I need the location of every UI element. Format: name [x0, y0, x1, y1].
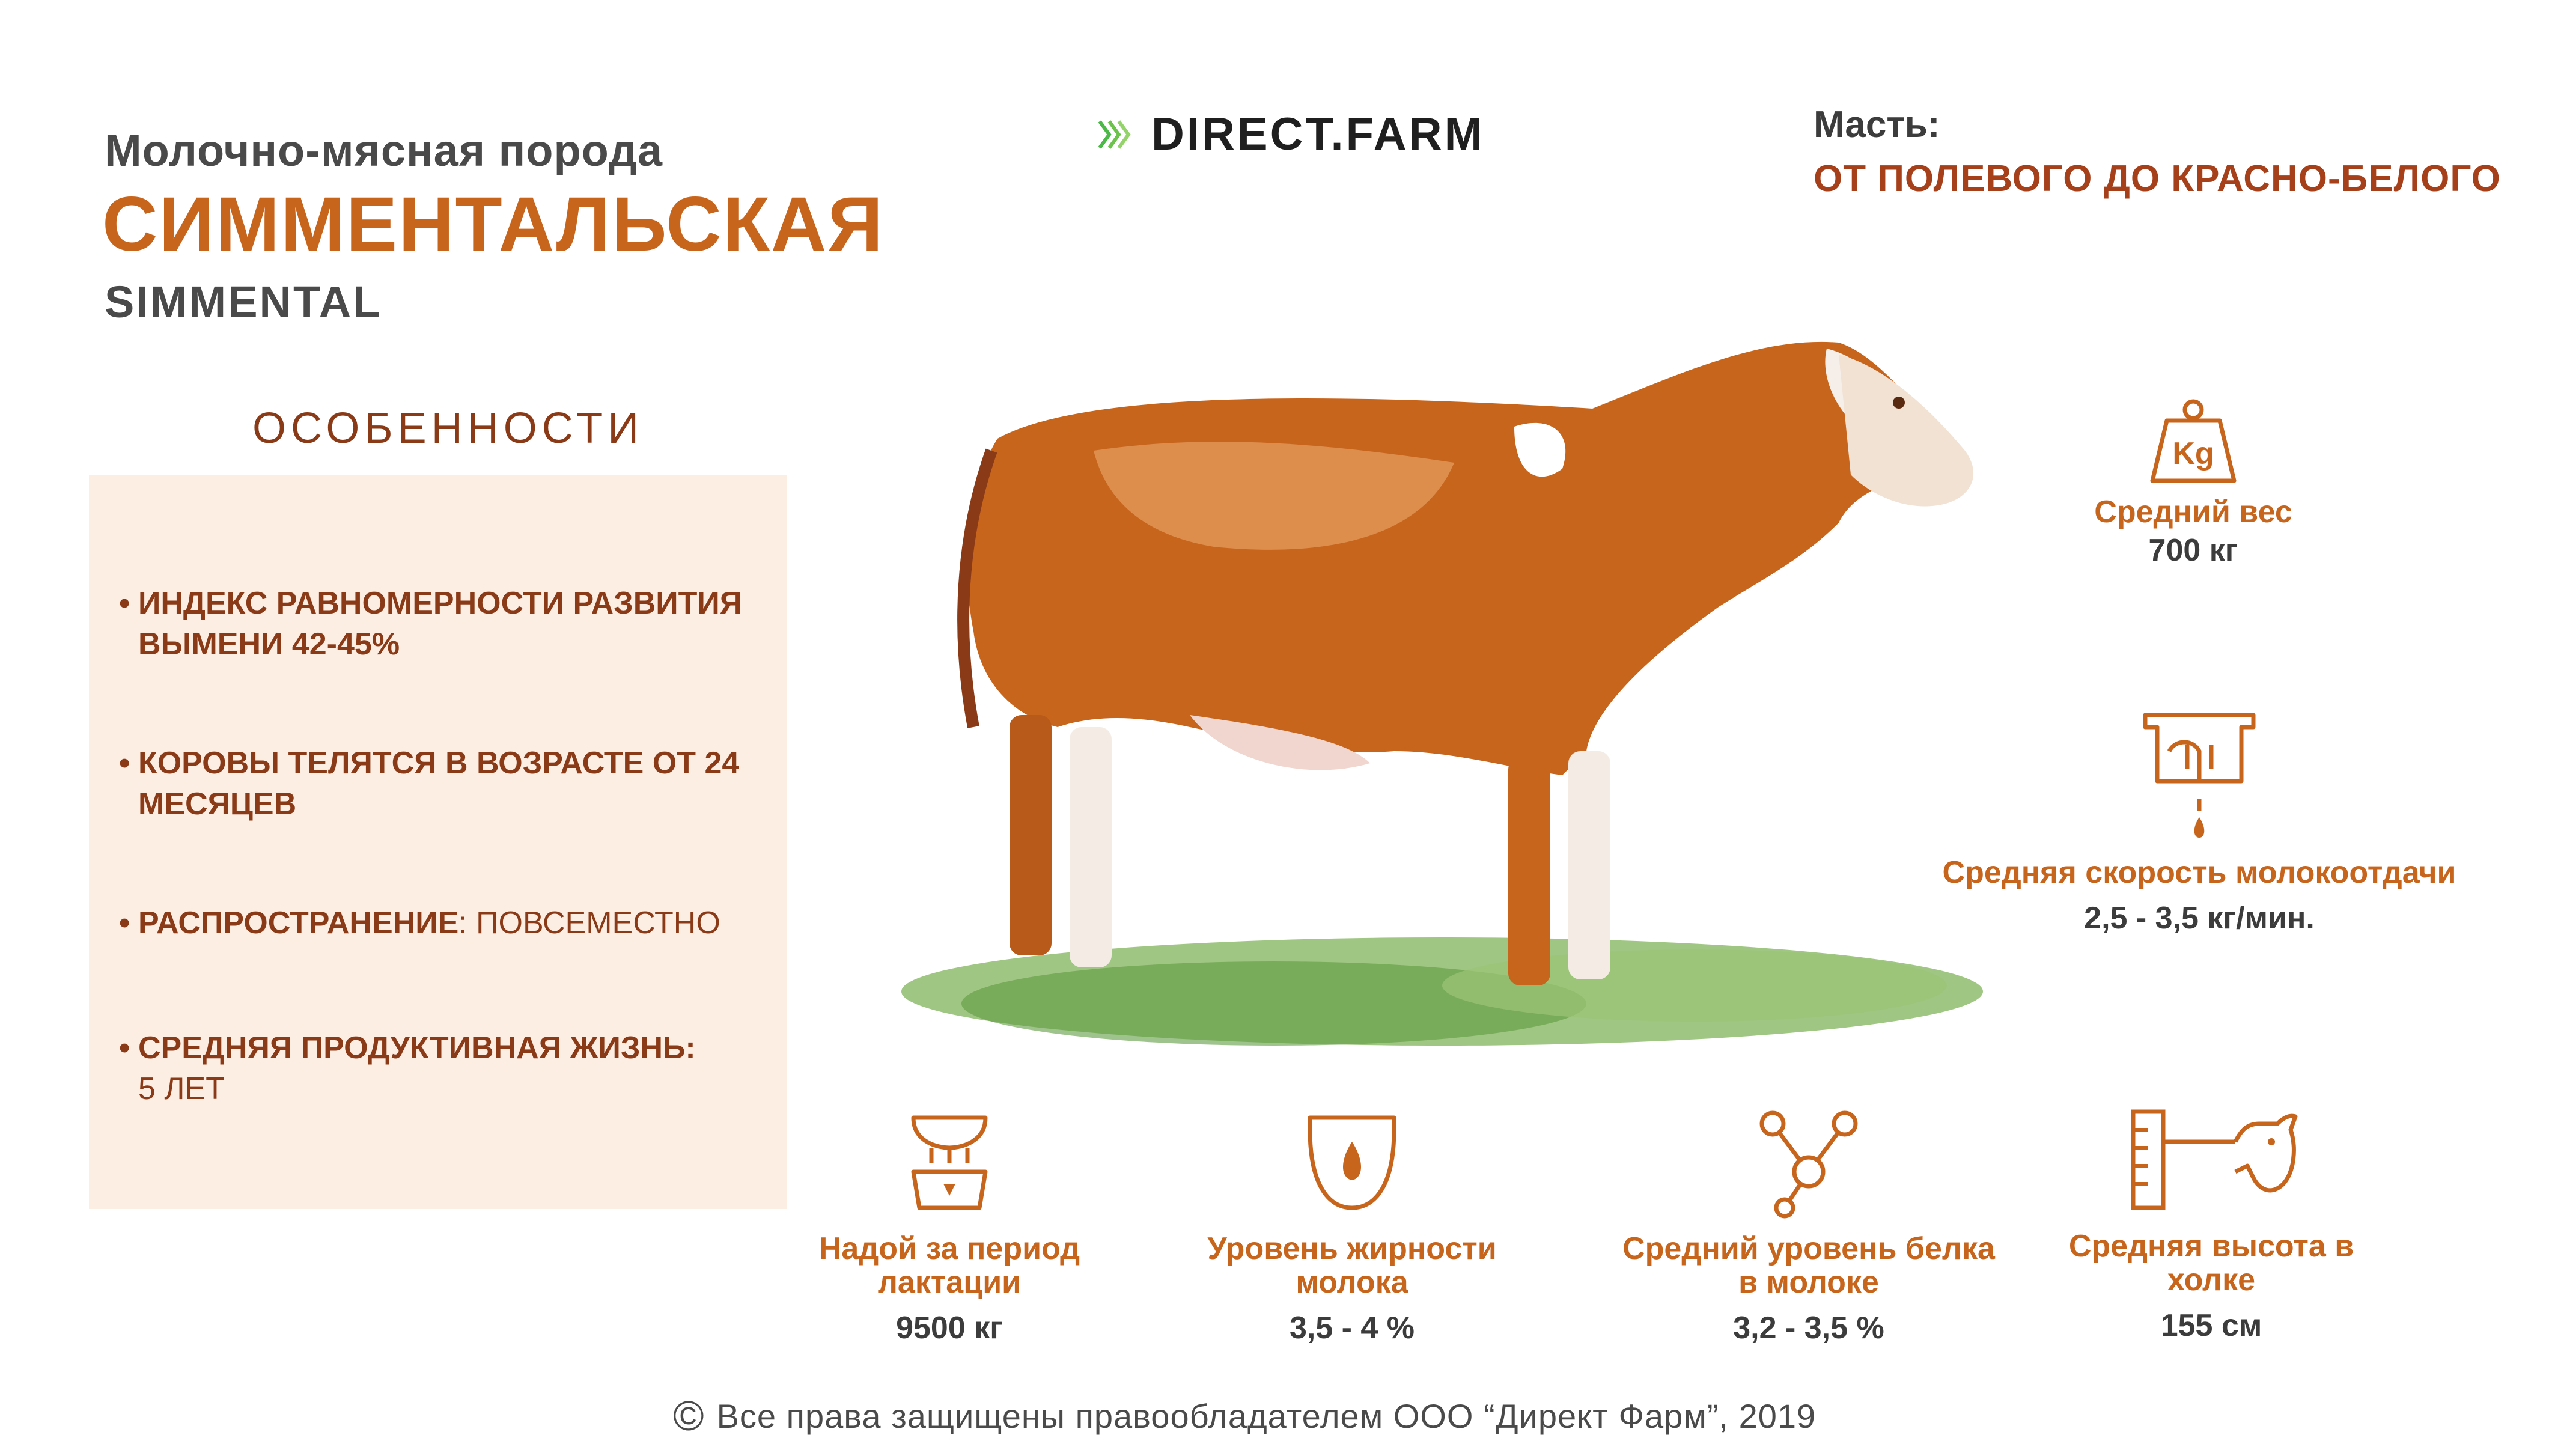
- stat-label: Надой за период лактации: [818, 1231, 1080, 1300]
- breed-latin-name: SIMMENTAL: [105, 277, 382, 327]
- weight-kg-icon: Kg: [2150, 399, 2237, 483]
- stat-value: 155 см: [2160, 1308, 2262, 1343]
- feature-item: • ИНДЕКС РАВНОМЕРНОСТИ РАЗВИТИЯ ВЫМЕНИ 4…: [119, 583, 751, 665]
- bullet-icon: •: [119, 586, 130, 621]
- stat-value: 3,5 - 4 %: [1289, 1311, 1415, 1345]
- feature-text-plain: : ПОВСЕМЕСТНО: [458, 906, 720, 940]
- stat-label: Средний вес: [2094, 495, 2292, 529]
- cow-white-patch: [1514, 422, 1566, 477]
- stat-value: 3,2 - 3,5 %: [1733, 1311, 1884, 1345]
- feature-text: РАСПРОСТРАНЕНИЕ: [138, 906, 459, 940]
- stat-height: Средняя высота в холке 155 см: [2043, 1106, 2380, 1344]
- stat-label: Средняя высота в холке: [2068, 1229, 2354, 1297]
- stat-value: 700 кг: [2148, 533, 2238, 568]
- stat-fat: Уровень жирности молока 3,5 - 4 %: [1172, 1106, 1532, 1346]
- cow-head: [1839, 355, 1974, 507]
- cow-highlight: [1094, 442, 1454, 550]
- stat-value: 2,5 - 3,5 кг/мин.: [2084, 901, 2315, 936]
- cow-illustration: [901, 341, 1983, 1046]
- feature-item: • КОРОВЫ ТЕЛЯТСЯ В ВОЗРАСТЕ ОТ 24 МЕСЯЦЕ…: [119, 743, 751, 824]
- milking-machine-icon: [2143, 713, 2256, 838]
- breed-title: СИММЕНТАЛЬСКАЯ: [102, 181, 885, 267]
- cow-leg: [1508, 757, 1550, 985]
- bullet-icon: •: [119, 906, 130, 940]
- stat-milking-speed: Средняя скорость молокоотдачи 2,5 - 3,5 …: [1911, 709, 2488, 936]
- copyright-text: Все права защищены правообладателем ООО …: [716, 1397, 1817, 1435]
- feature-text: ИНДЕКС РАВНОМЕРНОСТИ РАЗВИТИЯ ВЫМЕНИ 42-…: [138, 586, 743, 662]
- stat-weight: Kg Средний вес 700 кг: [2061, 397, 2325, 568]
- cow-udder: [1190, 715, 1370, 770]
- cow-leg: [1568, 751, 1610, 979]
- stat-label: Средний уровень белка в молоке: [1622, 1231, 1995, 1300]
- stat-label: Средняя скорость молокоотдачи: [1942, 855, 2456, 890]
- cow-body: [967, 341, 1943, 775]
- logo-text: DIRECT.FARM: [1151, 109, 1485, 160]
- cow-height-ruler-icon: [2131, 1109, 2298, 1210]
- grass-patch: [961, 961, 1586, 1046]
- molecule-icon: [1759, 1110, 1858, 1219]
- feature-text-plain: 5 ЛЕТ: [138, 1071, 225, 1106]
- coat-color-value: ОТ ПОЛЕВОГО ДО КРАСНО-БЕЛОГО: [1814, 158, 2501, 200]
- feature-item: • СРЕДНЯЯ ПРОДУКТИВНАЯ ЖИЗНЬ: 5 ЛЕТ: [119, 1028, 751, 1109]
- cow-leg: [1070, 727, 1112, 967]
- milk-drop-cup-icon: [1308, 1115, 1396, 1210]
- cow-eye: [1893, 397, 1905, 409]
- direct-farm-logo: DIRECT.FARM: [1097, 108, 1485, 160]
- bullet-icon: •: [119, 746, 130, 781]
- feature-text: СРЕДНЯЯ ПРОДУКТИВНАЯ ЖИЗНЬ:: [138, 1031, 696, 1065]
- stat-protein: Средний уровень белка в молоке 3,2 - 3,5…: [1610, 1106, 2007, 1346]
- copyright-icon: ©: [673, 1392, 705, 1439]
- cow-tail: [957, 448, 997, 728]
- stat-value: 9500 кг: [896, 1311, 1003, 1345]
- stat-label: Уровень жирности молока: [1207, 1231, 1497, 1300]
- features-panel: • ИНДЕКС РАВНОМЕРНОСТИ РАЗВИТИЯ ВЫМЕНИ 4…: [89, 475, 787, 1209]
- cow-leg: [1010, 715, 1052, 955]
- coat-color-label: Масть:: [1814, 104, 1940, 145]
- breed-type-subtitle: Молочно-мясная порода: [105, 126, 663, 175]
- chevrons-icon: [1098, 120, 1131, 149]
- feature-item: • РАСПРОСТРАНЕНИЕ: ПОВСЕМЕСТНО: [119, 903, 751, 943]
- udder-bucket-icon: [911, 1115, 988, 1210]
- stat-yield: Надой за период лактации 9500 кг: [781, 1106, 1118, 1346]
- feature-text: КОРОВЫ ТЕЛЯТСЯ В ВОЗРАСТЕ ОТ 24 МЕСЯЦЕВ: [138, 746, 740, 821]
- weight-icon-text: Kg: [2172, 436, 2214, 471]
- bullet-icon: •: [119, 1031, 130, 1065]
- copyright-footer: © Все права защищены правообладателем ОО…: [673, 1392, 1816, 1440]
- features-heading: ОСОБЕННОСТИ: [252, 404, 644, 452]
